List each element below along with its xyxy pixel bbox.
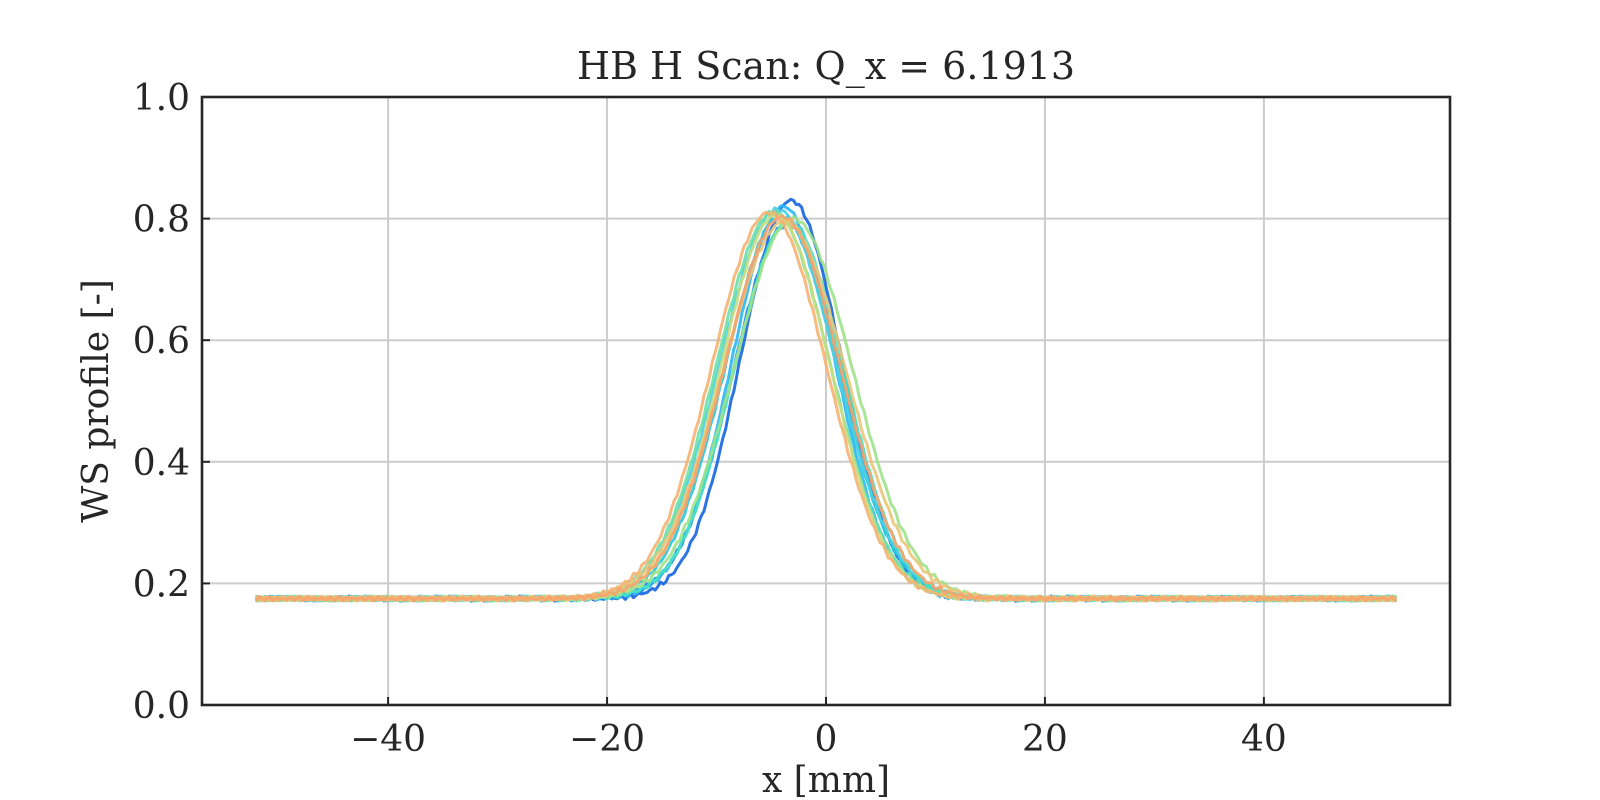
series-layer	[255, 197, 1397, 603]
ticks: −40 −20 0 20 40 0.0 0.2 0.4 0.6 0.8 1.0	[133, 78, 1287, 760]
x-axis-label: x [mm]	[762, 760, 890, 800]
x-tick-label: 40	[1241, 719, 1287, 760]
y-tick-label: 0.2	[133, 564, 190, 605]
grid	[202, 97, 1450, 705]
x-tick-label: −40	[350, 719, 426, 760]
x-tick-label: 20	[1022, 719, 1068, 760]
y-tick-label: 1.0	[133, 78, 190, 119]
y-tick-label: 0.0	[133, 686, 190, 727]
x-tick-label: −20	[569, 719, 645, 760]
y-tick-label: 0.4	[133, 443, 190, 484]
y-tick-label: 0.8	[133, 200, 190, 241]
x-tick-label: 0	[815, 719, 838, 760]
chart-title: HB H Scan: Q_x = 6.1913	[577, 44, 1075, 89]
series-line-12	[255, 214, 1397, 603]
y-tick-label: 0.6	[133, 321, 190, 362]
y-axis-label: WS profile [-]	[76, 279, 117, 523]
